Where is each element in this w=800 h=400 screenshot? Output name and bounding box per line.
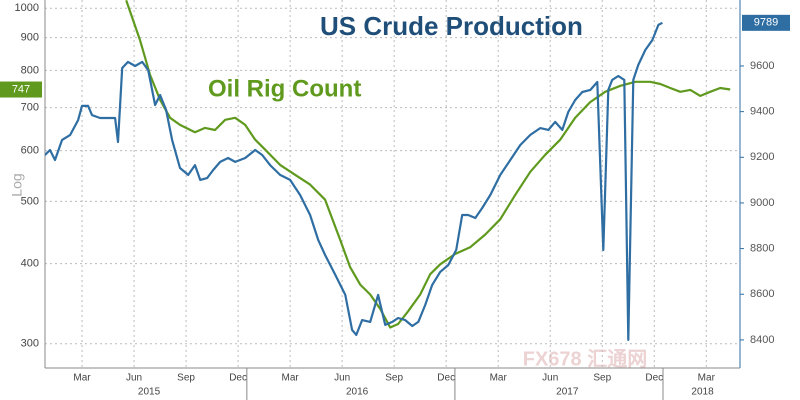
x-tick-label: Sep [385, 373, 403, 384]
y-tick-label: 600 [21, 144, 39, 156]
last-value-label: 9789 [754, 17, 778, 29]
series-line [125, 0, 731, 329]
x-tick-label: Mar [698, 373, 716, 384]
last-value-box [742, 14, 790, 31]
y-axis-label: Log [9, 173, 25, 196]
year-label: 2015 [138, 387, 161, 398]
year-label: 2018 [691, 387, 714, 398]
y-tick-label: 300 [21, 338, 39, 350]
y-tick-label: 1000 [15, 2, 39, 14]
x-tick-label: Sep [593, 373, 611, 384]
x-tick-label: Mar [73, 373, 91, 384]
y-tick-label: 800 [21, 64, 39, 76]
x-tick-label: Jun [542, 373, 558, 384]
plot-area [45, 0, 731, 341]
x-tick-label: Jun [126, 373, 142, 384]
y2-tick-label: 9400 [750, 106, 774, 118]
series-label: US Crude Production [320, 11, 583, 41]
x-tick-label: Dec [437, 373, 455, 384]
y2-tick-label: 9200 [750, 151, 774, 163]
last-value-box [0, 81, 42, 98]
y-tick-label: 500 [21, 195, 39, 207]
y-tick-label: 900 [21, 32, 39, 44]
x-tick-label: Mar [490, 373, 508, 384]
series-label: Oil Rig Count [208, 75, 361, 102]
y2-tick-label: 8400 [750, 334, 774, 346]
year-label: 2017 [556, 387, 579, 398]
series-line [45, 21, 663, 341]
y-tick-label: 400 [21, 257, 39, 269]
x-tick-label: Dec [229, 373, 247, 384]
y2-tick-label: 8800 [750, 243, 774, 255]
x-tick-label: Mar [282, 373, 300, 384]
y-tick-label: 700 [21, 102, 39, 114]
y2-tick-label: 9600 [750, 60, 774, 72]
x-tick-label: Dec [645, 373, 663, 384]
year-label: 2016 [346, 387, 369, 398]
x-tick-label: Sep [177, 373, 195, 384]
last-value-label: 747 [12, 83, 30, 95]
watermark: FX678 汇通网 [523, 347, 647, 370]
y2-tick-label: 8600 [750, 288, 774, 300]
x-tick-label: Jun [334, 373, 350, 384]
y2-tick-label: 9000 [750, 197, 774, 209]
